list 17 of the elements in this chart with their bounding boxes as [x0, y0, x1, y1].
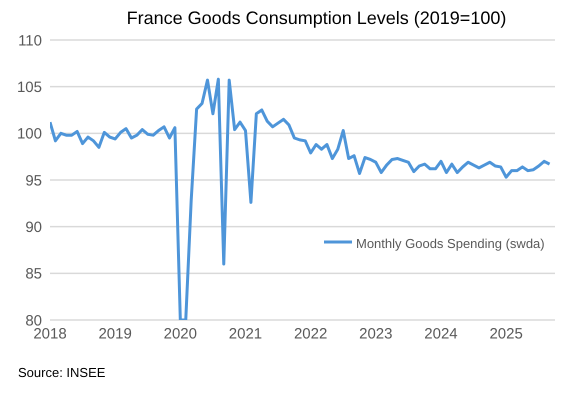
x-tick-label: 2024 — [424, 326, 458, 343]
x-tick-label: 2022 — [294, 326, 328, 343]
x-tick-label: 2020 — [164, 326, 198, 343]
x-tick-label: 2025 — [489, 326, 523, 343]
legend-label: Monthly Goods Spending (swda) — [356, 235, 546, 253]
y-tick-label: 95 — [25, 172, 42, 190]
line-series — [50, 78, 552, 320]
y-tick-label: 110 — [18, 32, 42, 50]
y-tick-label: 90 — [25, 218, 42, 236]
x-tick-label: 2019 — [98, 326, 132, 343]
x-tick-label: 2021 — [228, 326, 262, 343]
y-tick-label: 105 — [16, 78, 42, 96]
source-note: Source: INSEE — [18, 365, 106, 380]
y-tick-label: 100 — [16, 126, 42, 143]
y-tick-label: 85 — [25, 266, 42, 283]
x-tick-label: 2023 — [359, 326, 392, 343]
chart-title: France Goods Consumption Levels (2019=100) — [126, 8, 508, 30]
